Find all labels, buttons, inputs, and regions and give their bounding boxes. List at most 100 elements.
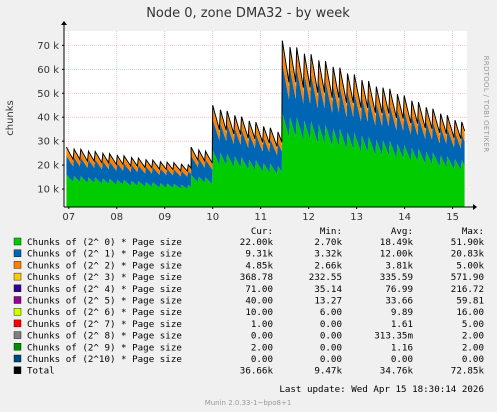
legend-max: 16.00 — [456, 307, 484, 318]
series-area — [65, 40, 466, 207]
legend-header-max: Max: — [462, 226, 484, 237]
legend-avg: 3.81k — [385, 260, 413, 271]
x-tick-label: 15 — [446, 212, 459, 223]
legend-cur: 2.00 — [251, 342, 273, 353]
y-axis-arrow — [61, 21, 67, 25]
legend-row: Chunks of (2^ 5) * Page size 40.00 13.27 33… — [13, 296, 484, 307]
legend-row: Chunks of (2^ 3) * Page size 368.78 232.55… — [13, 272, 484, 283]
legend-row: Chunks of (2^ 4) * Page size 71.00 35.14 76… — [13, 284, 484, 295]
legend-cur: 368.78 — [240, 272, 273, 283]
legend-row: Chunks of (2^ 8) * Page size 0.00 0.00 313.… — [13, 331, 484, 342]
legend-header-min: Min: — [320, 226, 342, 237]
legend-avg: 9.89 — [391, 307, 413, 318]
x-tick-label: 09 — [158, 212, 171, 223]
legend-avg: 1.16 — [391, 342, 413, 353]
legend-name: Chunks of (2^ 4) * Page size — [27, 284, 182, 295]
x-tick-label: 07 — [62, 212, 75, 223]
legend-swatch — [13, 331, 22, 339]
legend-cur: 9.31k — [245, 249, 273, 260]
x-tick-label: 11 — [254, 212, 267, 223]
legend-min: 232.55 — [309, 272, 342, 283]
legend-swatch — [13, 343, 22, 351]
y-tick-label: 40 k — [37, 113, 59, 124]
x-tick-labels: 07 08 09 10 11 12 13 14 15 — [62, 207, 459, 223]
legend-swatch — [13, 308, 22, 316]
series-total-line — [65, 40, 466, 173]
legend-cur: 0.00 — [251, 331, 273, 342]
rrdtool-credit: RRDTOOL / TOBI OETIKER — [482, 56, 490, 153]
legend-row: Chunks of (2^ 1) * Page size 9.31k 3.32k 12… — [13, 249, 484, 260]
legend-name: Chunks of (2^ 0) * Page size — [27, 237, 182, 248]
legend-avg: 33.66 — [385, 296, 413, 307]
legend-name: Chunks of (2^ 7) * Page size — [27, 319, 182, 330]
legend-min: 9.47k — [314, 366, 342, 377]
legend-name: Chunks of (2^ 1) * Page size — [27, 249, 182, 260]
legend-swatch — [13, 237, 22, 246]
legend-name: Total — [27, 366, 55, 377]
legend-avg: 335.59 — [380, 272, 413, 283]
legend-max: 5.00 — [462, 319, 484, 330]
y-tick-label: 30 k — [37, 137, 59, 148]
legend-row: Total 36.66k 9.47k 34.76k 72.85k — [13, 366, 484, 377]
legend-cur: 1.00 — [251, 319, 273, 330]
legend-cur: 71.00 — [245, 284, 273, 295]
y-tick-label: 10 k — [37, 185, 59, 196]
legend-swatch — [13, 354, 22, 363]
legend-min: 3.32k — [314, 249, 342, 260]
y-tick-label: 50 k — [37, 89, 59, 100]
legend-max: 0.00 — [462, 354, 484, 365]
chart-title: Node 0, zone DMA32 - by week — [146, 6, 350, 21]
legend-row: Chunks of (2^ 9) * Page size 2.00 0.00 1.16… — [13, 342, 484, 353]
legend-avg: 0.00 — [391, 354, 413, 365]
y-tick-label: 70 k — [37, 41, 59, 52]
legend-min: 35.14 — [314, 284, 342, 295]
legend-min: 0.00 — [320, 331, 342, 342]
legend-row: Chunks of (2^ 6) * Page size 10.00 6.00 9.8… — [13, 307, 484, 318]
legend-avg: 76.99 — [385, 284, 413, 295]
legend-max: 5.00k — [456, 260, 484, 271]
legend-swatch — [13, 272, 22, 281]
series-area-1 — [66, 63, 465, 189]
legend-name: Chunks of (2^ 6) * Page size — [27, 307, 182, 318]
legend-swatch — [13, 366, 22, 374]
legend-swatch — [13, 296, 22, 304]
legend-avg: 1.61 — [391, 319, 413, 330]
legend-min: 13.27 — [314, 296, 342, 307]
y-tick-label: 60 k — [37, 65, 59, 76]
legend-header-avg: Avg: — [391, 226, 413, 237]
legend-swatch — [13, 284, 22, 292]
legend-row: Chunks of (2^ 7) * Page size 1.00 0.00 1.61… — [13, 319, 484, 330]
legend-min: 2.66k — [314, 260, 342, 271]
y-tick-label: 20 k — [37, 161, 59, 172]
legend-avg: 18.49k — [380, 237, 414, 248]
legend-cur: 40.00 — [245, 296, 273, 307]
munin-footer: Munin 2.0.33-1~bpo8+1 — [205, 399, 292, 407]
series-area-2 — [66, 45, 465, 177]
legend-name: Chunks of (2^10) * Page size — [27, 354, 182, 365]
legend-row: Chunks of (2^10) * Page size 0.00 0.00 0.00… — [13, 354, 484, 365]
y-axis-label: chunks — [5, 100, 16, 136]
x-tick-label: 14 — [398, 212, 411, 223]
legend-name: Chunks of (2^ 8) * Page size — [27, 331, 182, 342]
x-tick-label: 10 — [206, 212, 219, 223]
legend-cur: 0.00 — [251, 354, 273, 365]
legend-avg: 34.76k — [380, 366, 414, 377]
legend-min: 6.00 — [320, 307, 342, 318]
legend-avg: 313.35m — [374, 331, 413, 342]
legend-max: 59.81 — [456, 296, 484, 307]
legend-max: 571.90 — [451, 272, 484, 283]
x-tick-label: 12 — [302, 212, 315, 223]
legend-max: 2.00 — [462, 331, 484, 342]
legend-max: 2.00 — [462, 342, 484, 353]
legend-min: 2.70k — [314, 237, 342, 248]
legend-swatch — [13, 319, 22, 328]
legend-swatch — [13, 249, 22, 257]
legend-cur: 4.85k — [245, 260, 273, 271]
legend-max: 216.72 — [451, 284, 484, 295]
x-tick-label: 13 — [350, 212, 363, 223]
legend-name: Chunks of (2^ 3) * Page size — [27, 272, 182, 283]
legend-name: Chunks of (2^ 5) * Page size — [27, 296, 182, 307]
legend-avg: 12.00k — [380, 249, 414, 260]
x-axis-arrow — [473, 204, 477, 210]
